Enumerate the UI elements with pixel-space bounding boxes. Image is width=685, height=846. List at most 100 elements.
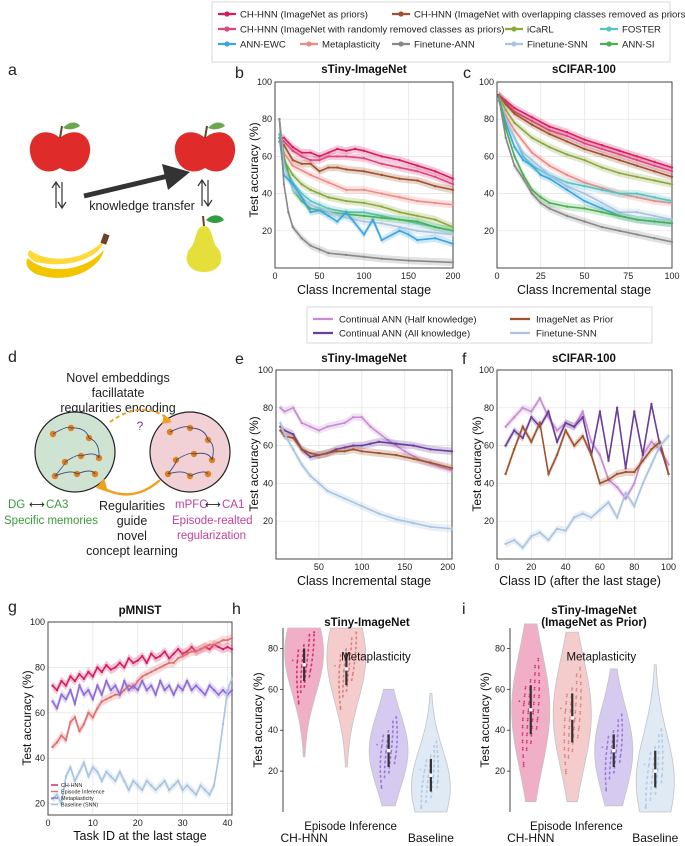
violin-point <box>620 749 622 752</box>
chart-title: sTiny-ImageNet <box>551 605 637 617</box>
series-point <box>203 693 207 696</box>
series-point <box>650 448 653 451</box>
violin-point <box>605 789 608 792</box>
series-point <box>82 722 86 726</box>
series-point <box>412 457 415 461</box>
tick-label-y: 80 <box>262 114 272 124</box>
violin-point <box>534 664 536 667</box>
series-band <box>280 404 452 474</box>
series-band <box>280 422 452 461</box>
series-point <box>176 648 180 651</box>
series-point <box>555 453 559 457</box>
violin-point <box>339 701 341 704</box>
violin-point <box>296 690 299 693</box>
violin-point <box>433 759 436 762</box>
series-point <box>394 518 398 521</box>
series-point <box>208 684 211 687</box>
violin-point <box>579 703 582 706</box>
series-point <box>653 196 656 199</box>
violin-point <box>643 763 646 766</box>
series-point <box>530 158 534 162</box>
series-point <box>96 770 99 774</box>
chart-h: 20 40 60 80 sTiny-ImageNet Test accuracy (%) M… <box>251 617 454 846</box>
violin-point <box>620 713 623 716</box>
violin-point <box>347 668 350 671</box>
legend-top-marker <box>511 41 517 47</box>
series-point <box>309 203 312 206</box>
violin-point <box>616 744 618 747</box>
series-point <box>64 775 68 778</box>
series-point <box>309 451 312 455</box>
series-point <box>598 508 602 512</box>
series-point <box>203 645 207 649</box>
transfer-arrow-icon <box>83 164 190 199</box>
violin-point <box>350 643 353 646</box>
violin-point <box>527 712 529 715</box>
tick-label-x: 50 <box>314 271 324 281</box>
series-line <box>504 420 670 485</box>
violin-point <box>313 631 316 633</box>
inline-legend-label: CH-HNN <box>61 783 82 789</box>
series-point <box>641 459 645 462</box>
series-point <box>590 453 593 457</box>
series-point <box>667 434 670 438</box>
series-point <box>598 410 602 413</box>
series-point <box>309 162 312 166</box>
violin-point <box>380 779 382 782</box>
violin-point <box>609 762 612 765</box>
series-point <box>158 666 162 669</box>
legend-mid-label: Finetune-SNN <box>536 329 597 340</box>
series-point <box>548 177 551 180</box>
series-point <box>334 450 338 453</box>
violin-point <box>355 632 358 635</box>
series-point <box>353 147 357 151</box>
series-point <box>226 638 229 642</box>
tick-label-y: 60 <box>484 151 494 161</box>
series-point <box>78 770 81 774</box>
violin-point <box>660 728 663 730</box>
dg-label: DG <box>8 499 25 511</box>
series-point <box>118 770 122 774</box>
series-point <box>538 397 542 400</box>
series-point <box>176 684 180 687</box>
series-point <box>51 745 54 749</box>
violin-point <box>657 758 660 760</box>
violin-point <box>649 793 652 796</box>
x-label-baseline: Baseline <box>408 831 454 845</box>
series-point <box>398 229 401 232</box>
violin-point <box>537 701 540 704</box>
series-point <box>583 199 586 203</box>
violin-point <box>657 745 660 748</box>
violin-point <box>341 694 344 697</box>
violin-point <box>533 681 536 684</box>
series-point <box>416 170 419 173</box>
violin-point <box>656 767 659 770</box>
series-point <box>114 693 117 696</box>
series-point <box>513 155 516 158</box>
series-point <box>513 106 516 110</box>
series-point <box>573 425 576 428</box>
network-edge <box>175 452 195 461</box>
violin-point <box>313 633 315 636</box>
violin-point <box>437 759 440 762</box>
series-point <box>380 216 383 219</box>
violin-point <box>657 763 659 766</box>
series-point <box>291 164 294 167</box>
violin-point <box>654 791 657 794</box>
series-point <box>167 788 171 792</box>
violin-point <box>312 639 315 642</box>
violin-point <box>563 739 566 742</box>
violin-point <box>354 652 357 655</box>
violin-point <box>299 685 302 687</box>
violin-point <box>396 725 398 728</box>
series-point <box>172 661 175 665</box>
series-point <box>583 147 586 151</box>
chart-title: sTiny-ImageNet <box>321 64 407 76</box>
violin-point <box>648 757 651 760</box>
violin-point <box>620 748 623 751</box>
series-point <box>230 636 234 640</box>
series-point <box>633 410 636 413</box>
series-point <box>87 711 90 715</box>
violin-point <box>339 700 341 703</box>
violin-point <box>534 672 536 674</box>
